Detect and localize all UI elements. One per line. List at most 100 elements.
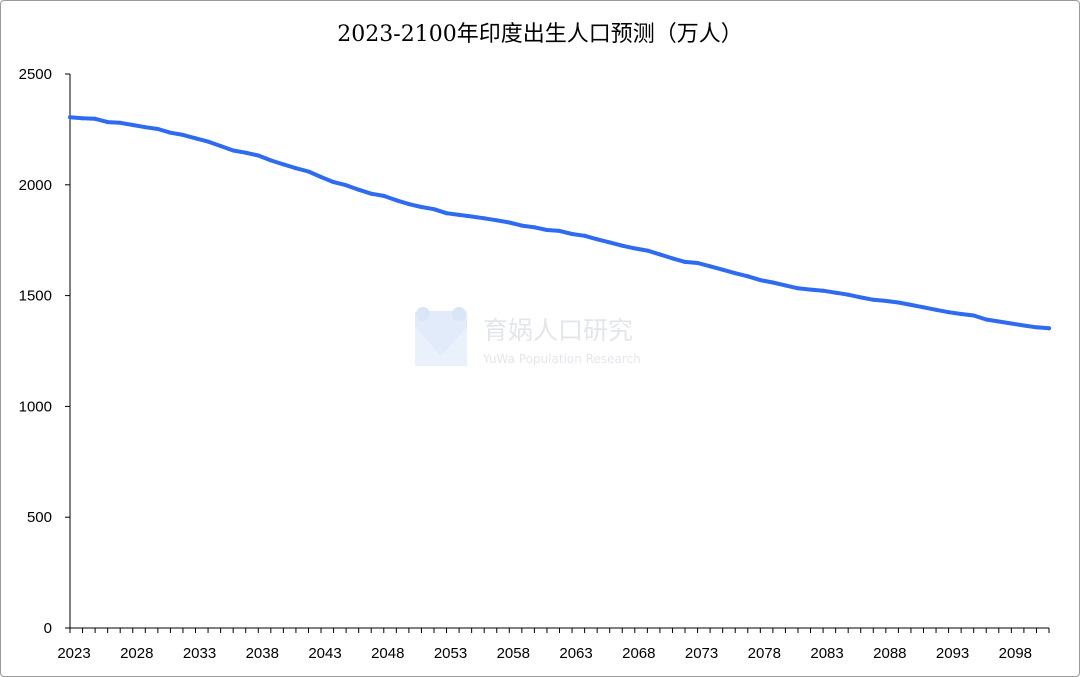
y-tick-label: 500 — [27, 509, 52, 526]
data-point — [745, 274, 750, 279]
x-tick-label: 2073 — [685, 645, 718, 662]
data-point — [469, 214, 474, 219]
data-point — [344, 183, 349, 188]
x-tick-label: 2053 — [434, 645, 467, 662]
data-point — [319, 175, 323, 179]
data-point — [381, 193, 386, 198]
data-point — [959, 312, 964, 316]
data-point — [808, 287, 813, 292]
data-point — [683, 259, 687, 264]
data-point — [331, 180, 336, 185]
x-tick-label: 2048 — [371, 645, 404, 662]
data-point — [105, 120, 110, 125]
data-point — [457, 212, 462, 217]
data-point — [908, 302, 913, 307]
data-point — [181, 132, 185, 137]
data-point — [695, 261, 700, 265]
data-point — [243, 150, 248, 155]
x-tick-label: 2068 — [622, 645, 655, 662]
data-point — [971, 313, 976, 318]
data-point — [519, 223, 524, 228]
data-point — [168, 130, 173, 135]
series-line — [68, 115, 1051, 331]
x-tick-label: 2058 — [497, 645, 530, 662]
data-point — [356, 187, 361, 192]
data-point — [268, 158, 273, 163]
data-point — [1047, 326, 1051, 331]
y-tick-label: 1000 — [19, 398, 52, 415]
data-point — [544, 228, 549, 232]
data-point — [1034, 325, 1039, 330]
data-point — [130, 123, 135, 127]
data-point — [896, 300, 901, 305]
data-point — [419, 205, 424, 209]
data-point — [670, 256, 675, 261]
data-point — [218, 144, 223, 148]
data-point — [632, 246, 637, 251]
data-point — [369, 191, 374, 196]
data-point — [206, 139, 211, 144]
x-tick-label: 2033 — [183, 645, 216, 662]
data-point — [720, 267, 725, 272]
x-tick-label: 2023 — [57, 645, 90, 662]
data-point — [432, 207, 436, 212]
y-axis: 0 500 1000 1500 2000 2500 — [19, 66, 71, 637]
y-tick-label: 2000 — [19, 177, 52, 194]
x-tick-label: 2043 — [308, 645, 341, 662]
data-point — [984, 317, 989, 322]
data-point — [80, 116, 85, 121]
data-point — [1009, 321, 1014, 326]
data-point — [444, 211, 449, 216]
data-point — [1021, 323, 1026, 328]
data-point — [281, 162, 286, 167]
data-point — [921, 305, 926, 310]
data-point — [482, 216, 487, 221]
data-point — [996, 319, 1001, 324]
data-point — [883, 298, 888, 303]
y-tick-label: 2500 — [19, 66, 52, 83]
data-point — [143, 125, 148, 130]
data-point — [155, 127, 160, 131]
data-point — [494, 218, 499, 223]
data-point — [193, 136, 198, 141]
data-point — [570, 232, 575, 236]
data-point — [783, 283, 788, 288]
x-tick-label: 2098 — [999, 645, 1032, 662]
data-point — [532, 225, 537, 230]
data-point — [708, 264, 713, 269]
y-tick-label: 0 — [44, 620, 52, 637]
watermark-name: 育娲人口研究 — [483, 316, 633, 345]
x-tick-label: 2063 — [559, 645, 592, 662]
data-point — [871, 297, 876, 302]
data-point — [306, 169, 311, 174]
data-point — [934, 307, 938, 312]
chart-title: 2023-2100年印度出生人口预测（万人） — [337, 22, 742, 47]
data-point — [657, 252, 662, 257]
data-point — [620, 243, 625, 248]
data-point — [406, 202, 411, 207]
data-point — [231, 148, 236, 153]
x-tick-label: 2093 — [936, 645, 969, 662]
x-axis: 2023 2028 2033 2038 2043 2048 2053 2058 2063 2068… — [57, 627, 1050, 662]
data-point — [557, 228, 562, 233]
y-tick-label: 1500 — [19, 288, 52, 305]
data-point — [858, 295, 863, 300]
data-point — [595, 237, 600, 242]
watermark: 育娲人口研究 YuWa Population Research — [415, 307, 641, 366]
data-point — [846, 292, 851, 297]
data-point — [833, 290, 838, 295]
watermark-subtitle: YuWa Population Research — [482, 352, 641, 366]
x-tick-label: 2038 — [246, 645, 279, 662]
data-point — [758, 278, 763, 283]
data-point — [645, 248, 650, 253]
x-tick-label: 2083 — [810, 645, 843, 662]
data-point — [293, 166, 298, 171]
data-point — [607, 240, 612, 245]
data-point — [796, 286, 800, 291]
data-point — [733, 271, 738, 276]
watermark-logo-icon — [415, 307, 467, 366]
data-point — [256, 153, 261, 158]
data-point — [582, 233, 587, 238]
x-tick-label: 2028 — [120, 645, 153, 662]
